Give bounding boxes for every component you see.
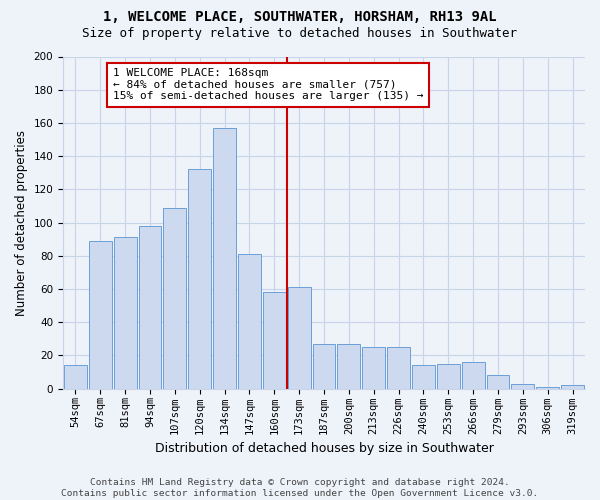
Bar: [536, 387, 559, 388]
Bar: [288, 288, 311, 388]
Bar: [163, 208, 187, 388]
Text: 1 WELCOME PLACE: 168sqm
← 84% of detached houses are smaller (757)
15% of semi-d: 1 WELCOME PLACE: 168sqm ← 84% of detache…: [113, 68, 423, 102]
Bar: [89, 241, 112, 388]
Bar: [188, 170, 211, 388]
Bar: [462, 362, 485, 388]
Bar: [114, 238, 137, 388]
X-axis label: Distribution of detached houses by size in Southwater: Distribution of detached houses by size …: [155, 442, 493, 455]
Bar: [362, 347, 385, 389]
Text: Contains HM Land Registry data © Crown copyright and database right 2024.
Contai: Contains HM Land Registry data © Crown c…: [61, 478, 539, 498]
Bar: [238, 254, 261, 388]
Text: 1, WELCOME PLACE, SOUTHWATER, HORSHAM, RH13 9AL: 1, WELCOME PLACE, SOUTHWATER, HORSHAM, R…: [103, 10, 497, 24]
Bar: [437, 364, 460, 388]
Bar: [487, 375, 509, 388]
Bar: [139, 226, 161, 388]
Bar: [387, 347, 410, 389]
Bar: [511, 384, 534, 388]
Bar: [213, 128, 236, 388]
Bar: [561, 385, 584, 388]
Bar: [337, 344, 361, 388]
Bar: [412, 366, 435, 388]
Bar: [313, 344, 335, 388]
Bar: [263, 292, 286, 388]
Bar: [64, 366, 87, 388]
Text: Size of property relative to detached houses in Southwater: Size of property relative to detached ho…: [83, 28, 517, 40]
Y-axis label: Number of detached properties: Number of detached properties: [15, 130, 28, 316]
